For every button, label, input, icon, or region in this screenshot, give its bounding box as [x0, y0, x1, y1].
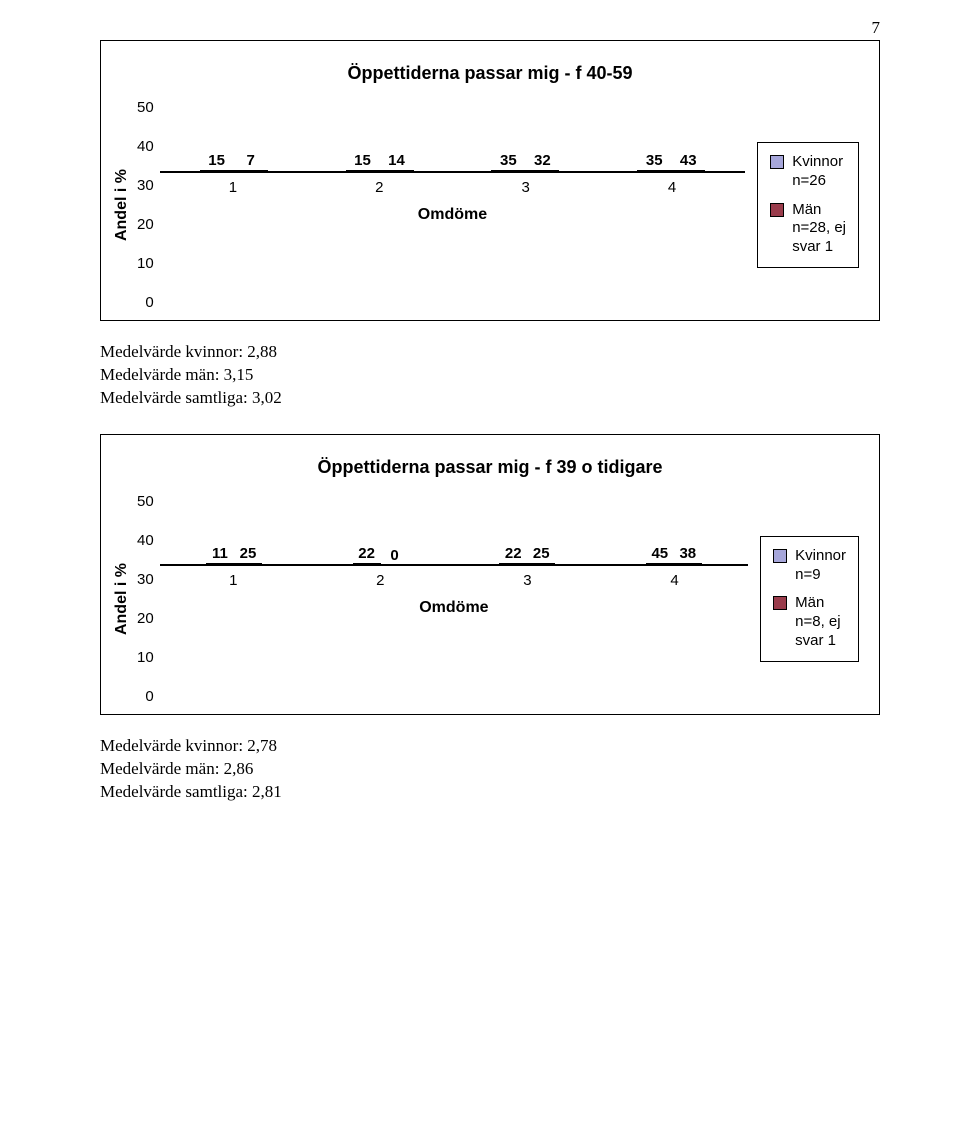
- plot-area: 112522022254538: [160, 564, 748, 566]
- y-tick-label: 30: [137, 572, 154, 587]
- legend-label: Kvinnor n=9: [795, 547, 846, 585]
- plot-column: 157151435323543 1234 Omdöme: [160, 171, 746, 240]
- bar: [527, 563, 555, 565]
- y-axis-label: Andel i %: [113, 169, 131, 241]
- bar-value-label: 38: [679, 546, 696, 561]
- legend: Kvinnor n=26 Män n=28, ej svar 1: [757, 142, 859, 268]
- bar: [671, 170, 705, 172]
- bar: [200, 170, 234, 172]
- bar-value-label: 35: [500, 153, 517, 168]
- x-tick-label: 1: [160, 572, 307, 589]
- legend-swatch: [773, 596, 787, 610]
- x-axis-label: Omdöme: [160, 599, 748, 617]
- stats-line: Medelvärde kvinnor: 2,88: [100, 341, 880, 364]
- page-number: 7: [872, 18, 881, 38]
- bar-value-label: 7: [246, 153, 254, 168]
- plot-area: 157151435323543: [160, 171, 746, 173]
- chart-panel: Öppettiderna passar mig - f 39 o tidigar…: [100, 434, 880, 715]
- bar-value-label: 43: [680, 153, 697, 168]
- y-tick-label: 40: [137, 139, 154, 154]
- x-tick-label: 2: [306, 179, 452, 196]
- y-tick-label: 20: [137, 217, 154, 232]
- legend-label: Män n=28, ej svar 1: [792, 201, 846, 257]
- bar-value-label: 15: [208, 153, 225, 168]
- y-tick-label: 0: [137, 689, 154, 704]
- bar: [234, 170, 268, 172]
- y-tick-label: 10: [137, 650, 154, 665]
- x-tick-label: 3: [452, 179, 598, 196]
- bar: [234, 563, 262, 565]
- bar: [491, 170, 525, 172]
- bar-value-label: 22: [505, 546, 522, 561]
- stats-line: Medelvärde män: 3,15: [100, 364, 880, 387]
- legend-label: Kvinnor n=26: [792, 153, 843, 191]
- chart-panel: Öppettiderna passar mig - f 40-59 Andel i…: [100, 40, 880, 321]
- bar-value-label: 15: [354, 153, 371, 168]
- y-tick-label: 50: [137, 494, 154, 509]
- stats-line: Medelvärde samtliga: 2,81: [100, 781, 880, 804]
- stats-line: Medelvärde män: 2,86: [100, 758, 880, 781]
- bar-value-label: 14: [388, 153, 405, 168]
- stats-line: Medelvärde samtliga: 3,02: [100, 387, 880, 410]
- x-axis-label: Omdöme: [160, 206, 746, 224]
- bar-value-label: 0: [390, 548, 398, 563]
- chart-title: Öppettiderna passar mig - f 40-59: [101, 41, 879, 94]
- x-tick-label: 1: [160, 179, 306, 196]
- bar: [353, 563, 381, 565]
- bar: [637, 170, 671, 172]
- y-tick-label: 0: [137, 295, 154, 310]
- bar: [674, 563, 702, 565]
- legend-swatch: [770, 203, 784, 217]
- x-axis-ticks: 1234: [160, 179, 746, 196]
- chart-body: Andel i %504030201001125220222545381234O…: [101, 488, 879, 714]
- y-axis-label: Andel i %: [113, 563, 131, 635]
- bar: [380, 170, 414, 172]
- legend-item: Män n=28, ej svar 1: [770, 201, 846, 257]
- legend-label: Män n=8, ej svar 1: [795, 594, 840, 650]
- legend-swatch: [773, 549, 787, 563]
- legend-item: Kvinnor n=26: [770, 153, 846, 191]
- stats-line: Medelvärde kvinnor: 2,78: [100, 735, 880, 758]
- y-tick-label: 20: [137, 611, 154, 626]
- bar-value-label: 35: [646, 153, 663, 168]
- y-axis-ticks: 50 40 30 20 10 0: [137, 494, 154, 704]
- bar-value-label: 11: [212, 546, 228, 561]
- x-tick-label: 3: [454, 572, 601, 589]
- page: 7 Öppettiderna passar mig - f 40-59 Andel…: [0, 0, 960, 1130]
- bar-value-label: 45: [651, 546, 668, 561]
- legend-swatch: [770, 155, 784, 169]
- bar: [525, 170, 559, 172]
- y-tick-label: 30: [137, 178, 154, 193]
- x-tick-label: 2: [307, 572, 454, 589]
- bar-value-label: 22: [358, 546, 375, 561]
- bar: [206, 563, 234, 565]
- chart-body: Andel i %504030201001571514353235431234O…: [101, 94, 879, 320]
- y-tick-label: 10: [137, 256, 154, 271]
- legend-item: Män n=8, ej svar 1: [773, 594, 846, 650]
- bar-value-label: 25: [240, 546, 257, 561]
- bar: [646, 563, 674, 565]
- y-tick-label: 40: [137, 533, 154, 548]
- charts-mount: Öppettiderna passar mig - f 40-59 Andel i…: [100, 40, 880, 804]
- x-tick-label: 4: [601, 572, 748, 589]
- bar: [499, 563, 527, 565]
- bar: [346, 170, 380, 172]
- x-tick-label: 4: [599, 179, 745, 196]
- chart-title: Öppettiderna passar mig - f 39 o tidigar…: [101, 435, 879, 488]
- x-axis-ticks: 1234: [160, 572, 748, 589]
- bar-value-label: 32: [534, 153, 551, 168]
- stats-block: Medelvärde kvinnor: 2,78Medelvärde män: …: [100, 735, 880, 804]
- legend-item: Kvinnor n=9: [773, 547, 846, 585]
- bar-value-label: 25: [533, 546, 550, 561]
- y-tick-label: 50: [137, 100, 154, 115]
- legend: Kvinnor n=9 Män n=8, ej svar 1: [760, 536, 859, 662]
- plot-column: 112522022254538 1234 Omdöme: [160, 564, 748, 633]
- stats-block: Medelvärde kvinnor: 2,88Medelvärde män: …: [100, 341, 880, 410]
- y-axis-ticks: 50 40 30 20 10 0: [137, 100, 154, 310]
